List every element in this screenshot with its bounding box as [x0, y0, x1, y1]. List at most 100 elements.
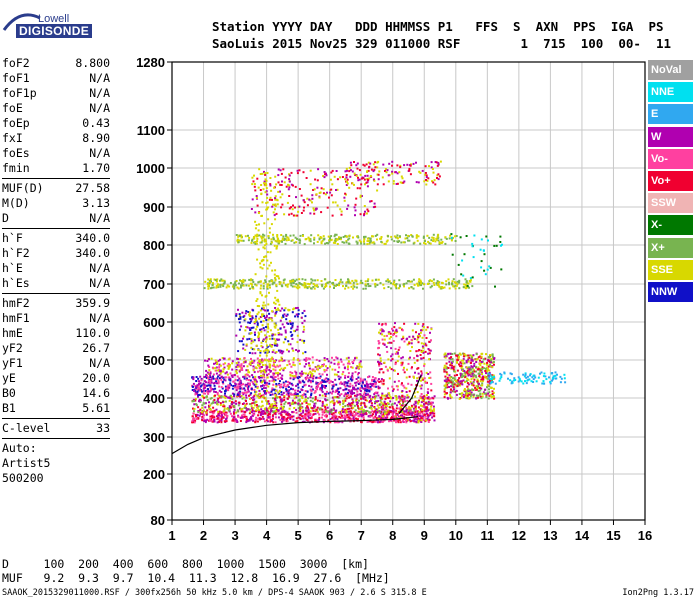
echo-point: [303, 319, 306, 322]
echo-point: [388, 377, 391, 380]
echo-point: [325, 377, 328, 380]
echo-point: [348, 362, 351, 365]
echo-point: [280, 391, 283, 393]
echo-point: [249, 328, 252, 331]
echo-point: [336, 238, 339, 241]
echo-point: [254, 283, 257, 286]
echo-point: [211, 284, 214, 286]
echo-point: [254, 273, 257, 276]
echo-point: [399, 408, 402, 411]
echo-point: [268, 335, 271, 338]
echo-point: [291, 239, 294, 242]
echo-point: [285, 315, 288, 317]
echo-point: [250, 318, 253, 321]
echo-point: [324, 399, 327, 402]
echo-point: [415, 407, 417, 410]
param-value: 1.70: [82, 161, 110, 175]
echo-point: [375, 417, 378, 420]
echo-point: [234, 400, 237, 403]
echo-point: [263, 376, 266, 379]
echo-point: [357, 407, 360, 410]
echo-point: [334, 416, 337, 419]
echo-point: [462, 375, 465, 378]
echo-point: [373, 407, 376, 410]
echo-point: [345, 397, 348, 400]
echo-point: [331, 396, 334, 399]
echo-point: [247, 239, 250, 242]
echo-point: [342, 405, 345, 408]
echo-point: [258, 223, 260, 226]
echo-point: [318, 394, 321, 397]
echo-point: [401, 413, 404, 416]
echo-point: [307, 415, 310, 418]
echo-point: [369, 414, 372, 417]
echo-point: [303, 414, 306, 417]
echo-point: [286, 384, 289, 386]
echo-point: [403, 397, 406, 400]
echo-point: [252, 309, 255, 312]
echo-point: [374, 381, 377, 384]
echo-point: [199, 412, 202, 415]
echo-point: [253, 331, 256, 334]
echo-point: [333, 396, 336, 399]
echo-point: [242, 281, 245, 283]
echo-point: [444, 386, 447, 389]
echo-point: [268, 198, 271, 201]
echo-point: [485, 363, 488, 366]
echo-point: [406, 394, 409, 397]
echo-point: [410, 342, 413, 345]
echo-point: [261, 315, 264, 318]
echo-point: [265, 326, 268, 328]
echo-point: [275, 383, 278, 385]
echo-point: [394, 322, 396, 325]
echo-point: [311, 369, 314, 372]
echo-point: [483, 362, 486, 365]
echo-point: [465, 380, 468, 383]
echo-point: [249, 287, 251, 290]
echo-point: [350, 417, 352, 420]
echo-point: [320, 187, 323, 190]
echo-point: [214, 362, 217, 365]
echo-point: [488, 394, 491, 397]
echo-point: [259, 280, 262, 283]
echo-point: [258, 363, 261, 365]
echo-point: [366, 181, 369, 184]
echo-point: [264, 304, 267, 307]
echo-point: [265, 370, 268, 373]
echo-point: [364, 280, 367, 283]
echo-point: [302, 284, 305, 287]
echo-point: [240, 280, 243, 282]
echo-point: [413, 403, 416, 406]
echo-point: [235, 370, 238, 373]
echo-point: [338, 237, 341, 240]
echo-point: [294, 280, 297, 283]
echo-point: [313, 242, 315, 245]
echo-point: [366, 170, 369, 173]
echo-point: [265, 392, 267, 395]
echo-point: [274, 395, 277, 398]
echo-point: [355, 164, 358, 167]
echo-point: [261, 201, 264, 204]
echo-point: [430, 382, 433, 385]
echo-point: [295, 394, 298, 397]
echo-point: [475, 361, 478, 363]
echo-point: [317, 168, 320, 171]
echo-point: [430, 285, 433, 288]
echo-point: [389, 400, 392, 403]
echo-point: [334, 241, 337, 244]
echo-point: [279, 319, 282, 322]
echo-point: [304, 417, 307, 420]
echo-point: [268, 291, 270, 294]
echo-point: [454, 390, 457, 393]
echo-point: [227, 376, 230, 379]
echo-point: [262, 233, 264, 236]
echo-point: [254, 421, 257, 424]
echo-point: [360, 384, 363, 387]
echo-point: [438, 285, 441, 288]
echo-point: [526, 375, 529, 378]
echo-point: [290, 387, 292, 390]
echo-point: [259, 292, 262, 295]
echo-point: [232, 283, 235, 286]
echo-point: [454, 284, 457, 287]
echo-point: [253, 236, 255, 238]
